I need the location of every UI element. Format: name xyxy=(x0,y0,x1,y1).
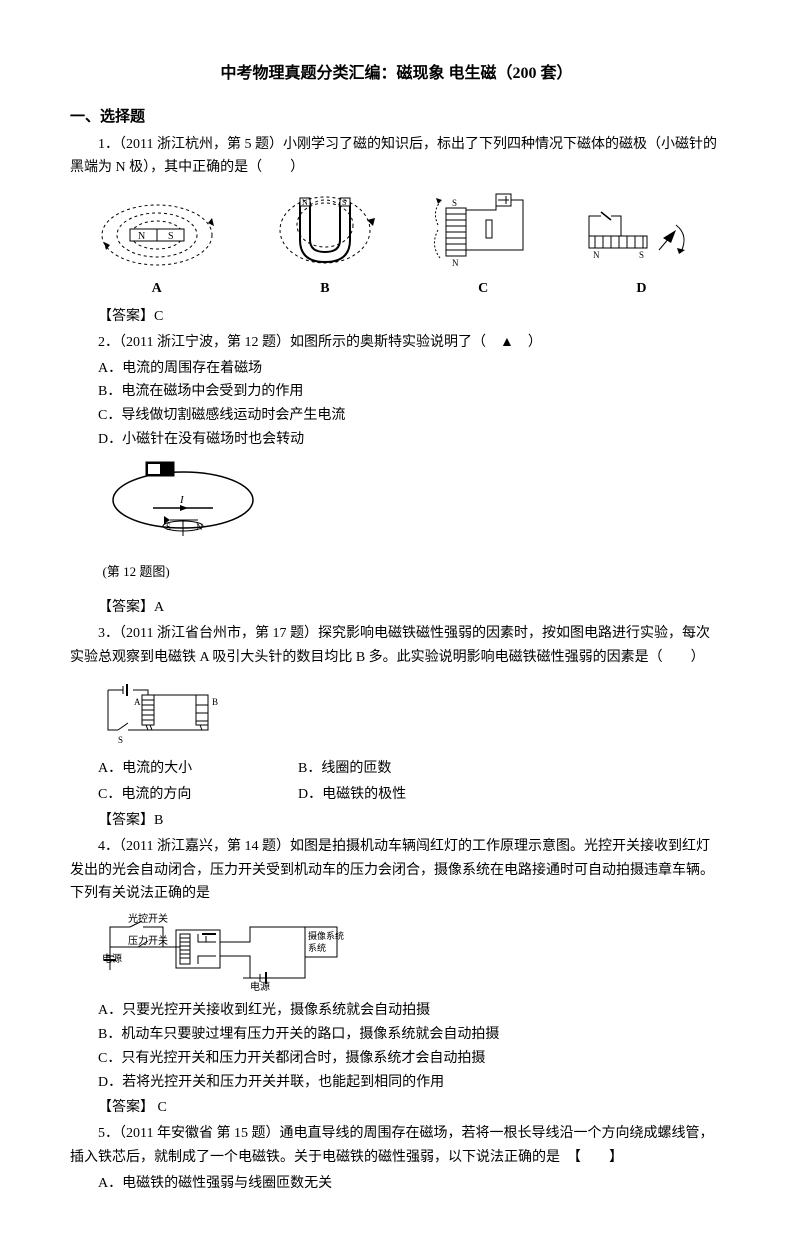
q4-stem: 4．（2011 浙江嘉兴，第 14 题）如图是拍摄机动车辆闯红灯的工作原理示意图… xyxy=(70,835,723,906)
section-header: 一、选择题 xyxy=(70,105,723,131)
q2-opt-c: C．导线做切割磁感线运动时会产生电流 xyxy=(70,404,723,428)
q4-opt-b: B．机动车只要驶过埋有压力开关的路口，摄像系统就会自动拍摄 xyxy=(70,1023,723,1047)
q3-stem: 3．（2011 浙江省台州市，第 17 题）探究影响电磁铁磁性强弱的因素时，按如… xyxy=(70,622,723,670)
q3-opts-ab: A．电流的大小 B．线圈的匝数 xyxy=(98,757,723,781)
solenoid-compass-icon: S N xyxy=(428,190,538,275)
svg-text:S: S xyxy=(168,231,174,242)
svg-text:S: S xyxy=(342,198,346,207)
q1-label-b: B xyxy=(320,277,329,301)
q2-figure: I S N xyxy=(98,458,723,548)
solenoid-compass2-icon: N S xyxy=(581,210,701,275)
q3-figure: S A B xyxy=(98,675,723,755)
page-title: 中考物理真题分类汇编：磁现象 电生磁（200 套） xyxy=(70,60,723,87)
q1-fig-c: S N C xyxy=(428,190,538,301)
horseshoe-magnet-icon: N S xyxy=(265,190,385,275)
q1-label-a: A xyxy=(152,277,162,301)
q1-answer: 【答案】C xyxy=(70,305,723,329)
q1-fig-b: N S B xyxy=(265,190,385,301)
q4-opt-d: D．若将光控开关和压力开关并联，也能起到相同的作用 xyxy=(70,1071,723,1095)
svg-text:N: N xyxy=(196,522,203,532)
q4-opt-c: C．只有光控开关和压力开关都闭合时，摄像系统才会自动拍摄 xyxy=(70,1047,723,1071)
electromagnet-circuit-icon: S A B xyxy=(98,675,238,755)
traffic-camera-circuit-icon: 光控开关 压力开关 电源 电源 摄像系统 系统 xyxy=(98,912,348,997)
q3-opt-c: C．电流的方向 xyxy=(98,783,298,807)
svg-text:S: S xyxy=(639,250,644,260)
svg-text:系统: 系统 xyxy=(308,942,326,953)
svg-text:I: I xyxy=(179,494,185,506)
svg-text:B: B xyxy=(212,697,218,707)
svg-text:S: S xyxy=(166,522,171,532)
svg-text:N: N xyxy=(302,198,308,207)
q2-opt-d: D．小磁针在没有磁场时也会转动 xyxy=(70,428,723,452)
q2-caption: (第 12 题图) xyxy=(103,561,724,583)
q1-fig-d: N S D xyxy=(581,210,701,301)
q4-opt-a: A．只要光控开关接收到红光，摄像系统就会自动拍摄 xyxy=(70,999,723,1023)
q1-figure-row: N S A N S B S N xyxy=(70,190,723,301)
q1-fig-a: N S A xyxy=(92,195,222,301)
svg-text:压力开关: 压力开关 xyxy=(128,934,168,947)
q2-opt-b: B．电流在磁场中会受到力的作用 xyxy=(70,380,723,404)
svg-text:N: N xyxy=(593,250,600,260)
svg-text:S: S xyxy=(118,735,123,745)
svg-text:电源: 电源 xyxy=(102,952,122,965)
q3-answer: 【答案】B xyxy=(70,809,723,833)
svg-text:N: N xyxy=(138,231,145,242)
q4-answer: 【答案】 C xyxy=(70,1096,723,1120)
q3-opt-d: D．电磁铁的极性 xyxy=(298,783,498,807)
svg-text:摄像系统: 摄像系统 xyxy=(308,930,344,941)
q1-label-d: D xyxy=(636,277,646,301)
q1-label-c: C xyxy=(478,277,488,301)
q3-opts-cd: C．电流的方向 D．电磁铁的极性 xyxy=(98,783,723,807)
bar-magnet-icon: N S xyxy=(92,195,222,275)
q2-stem: 2．（2011 浙江宁波，第 12 题）如图所示的奥斯特实验说明了（ ▲ ） xyxy=(70,331,723,355)
q5-opt-a: A．电磁铁的磁性强弱与线圈匝数无关 xyxy=(70,1172,723,1196)
svg-text:A: A xyxy=(134,697,141,707)
svg-text:S: S xyxy=(452,198,457,208)
q2-answer: 【答案】A xyxy=(70,596,723,620)
q2-opt-a: A．电流的周围存在着磁场 xyxy=(70,357,723,381)
q3-opt-a: A．电流的大小 xyxy=(98,757,298,781)
svg-text:光控开关: 光控开关 xyxy=(128,912,168,925)
svg-text:N: N xyxy=(452,258,459,268)
q5-stem: 5．（2011 年安徽省 第 15 题）通电直导线的周围存在磁场，若将一根长导线… xyxy=(70,1122,723,1170)
q1-stem: 1．（2011 浙江杭州，第 5 题）小刚学习了磁的知识后，标出了下列四种情况下… xyxy=(70,133,723,181)
q4-figure: 光控开关 压力开关 电源 电源 摄像系统 系统 xyxy=(98,912,723,997)
q3-opt-b: B．线圈的匝数 xyxy=(298,757,498,781)
oersted-experiment-icon: I S N xyxy=(98,458,268,548)
